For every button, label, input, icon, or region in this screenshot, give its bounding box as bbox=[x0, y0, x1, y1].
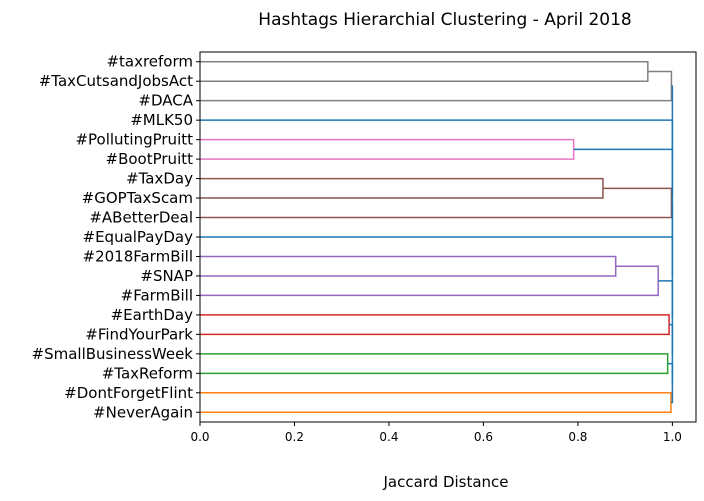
leaf-label: #FindYourPark bbox=[85, 325, 193, 343]
leaf-label: #TaxDay bbox=[126, 170, 193, 188]
leaf-label: #EqualPayDay bbox=[83, 228, 194, 246]
chart-title: Hashtags Hierarchial Clustering - April … bbox=[258, 10, 631, 30]
dendrogram-link bbox=[200, 119, 674, 195]
x-tick-label: 0.8 bbox=[568, 430, 587, 444]
dendrogram-links bbox=[200, 60, 674, 414]
dendrogram-link bbox=[200, 60, 649, 82]
leaf-label: #SmallBusinessWeek bbox=[32, 345, 194, 363]
x-axis-ticks: 0.0 0.2 0.4 0.6 0.8 1.0 bbox=[190, 422, 682, 444]
leaf-label: #BootPruitt bbox=[106, 150, 194, 168]
dendrogram-link bbox=[200, 70, 673, 102]
leaf-label: #TaxReform bbox=[102, 364, 193, 382]
dendrogram-link bbox=[573, 148, 674, 241]
leaf-label: #ABetterDeal bbox=[89, 209, 193, 227]
dendrogram-link bbox=[200, 353, 669, 375]
x-axis-label: Jaccard Distance bbox=[382, 473, 508, 491]
dendrogram-link bbox=[200, 187, 673, 219]
leaf-label: #EarthDay bbox=[111, 306, 194, 324]
x-tick-label: 0.2 bbox=[285, 430, 304, 444]
leaf-label: #FarmBill bbox=[121, 286, 193, 304]
leaf-label: #MLK50 bbox=[130, 111, 193, 129]
dendrogram-link bbox=[200, 392, 672, 414]
dendrogram-link bbox=[200, 177, 604, 199]
dendrogram-link bbox=[200, 236, 674, 318]
x-tick-label: 0.0 bbox=[190, 430, 209, 444]
leaf-label: #DontForgetFlint bbox=[64, 384, 193, 402]
leaf-label: #NeverAgain bbox=[93, 403, 193, 421]
leaf-label: #2018FarmBill bbox=[83, 247, 194, 265]
leaf-label: #GOPTaxScam bbox=[82, 189, 193, 207]
leaf-label: #PollutingPruitt bbox=[75, 131, 193, 149]
dendrogram-link bbox=[200, 255, 617, 277]
dendrogram-link bbox=[200, 265, 659, 297]
x-tick-label: 1.0 bbox=[663, 430, 682, 444]
dendrogram-link bbox=[658, 280, 674, 354]
dendrogram-link bbox=[200, 138, 575, 160]
leaf-label: #taxreform bbox=[106, 53, 193, 71]
leaf-label: #TaxCutsandJobsAct bbox=[39, 72, 193, 90]
x-tick-label: 0.4 bbox=[379, 430, 398, 444]
dendrogram-link bbox=[200, 314, 670, 336]
leaf-label: #DACA bbox=[138, 92, 193, 110]
dendrogram-link bbox=[671, 85, 674, 158]
leaf-label: #SNAP bbox=[140, 267, 193, 285]
x-tick-label: 0.6 bbox=[474, 430, 493, 444]
leaf-labels: #taxreform#TaxCutsandJobsAct #DACA#MLK50 #… bbox=[32, 53, 200, 421]
